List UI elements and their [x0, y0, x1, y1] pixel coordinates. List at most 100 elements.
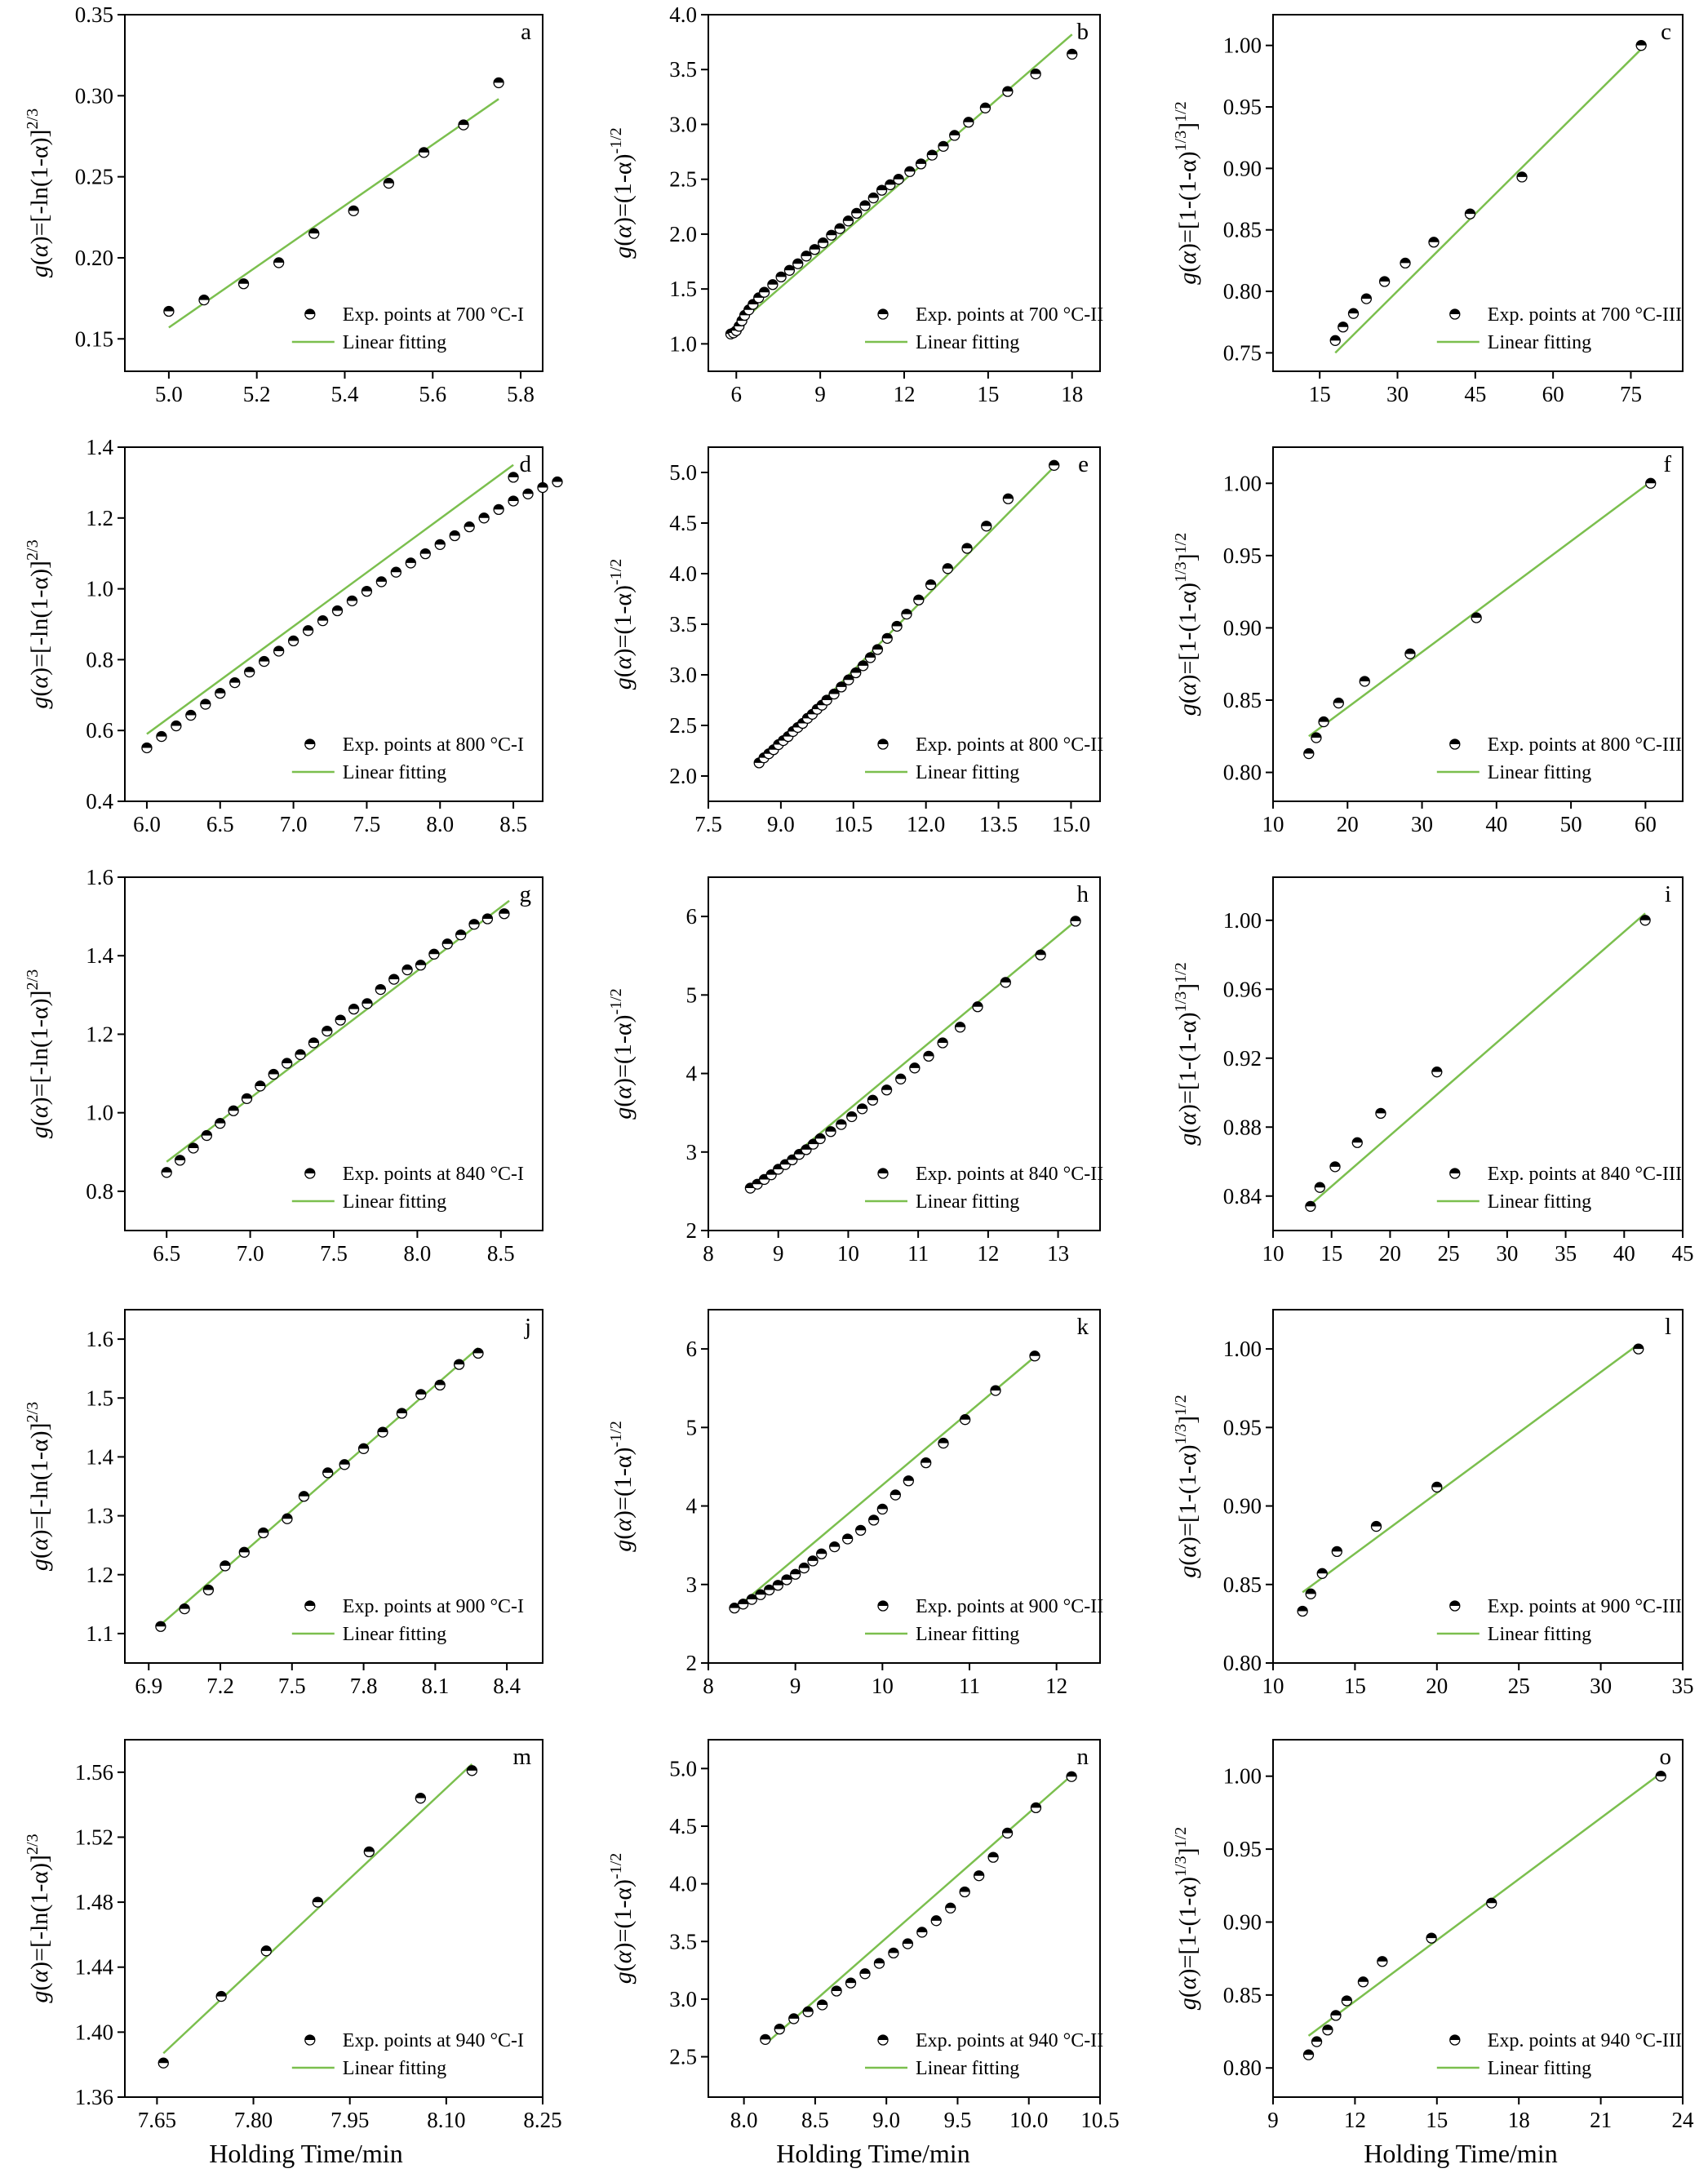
data-point	[790, 1568, 801, 1580]
y-tick-label: 1.4	[86, 943, 113, 968]
y-tick-label: 0.95	[1223, 1837, 1262, 1861]
y-tick-label: 2.0	[669, 222, 697, 246]
data-point	[390, 566, 402, 578]
data-point	[1655, 1771, 1666, 1782]
y-tick-label: 0.80	[1223, 1651, 1262, 1675]
data-point	[1318, 716, 1329, 728]
data-point	[772, 1580, 783, 1591]
data-point	[816, 1999, 828, 2011]
data-point	[856, 1103, 868, 1115]
data-point	[362, 998, 373, 1009]
y-axis-title: g(α)=[1-(1-α)1/3]1/2	[1172, 962, 1201, 1145]
legend-points-label: Exp. points at 900 °C-II	[916, 1596, 1103, 1617]
x-tick-label: 8	[703, 1674, 714, 1698]
data-point	[876, 184, 888, 196]
legend-points-label: Exp. points at 900 °C-I	[343, 1596, 524, 1617]
y-tick-label: 3	[686, 1572, 698, 1597]
x-tick-label: 8.5	[487, 1241, 515, 1266]
data-point	[938, 1437, 949, 1449]
x-tick-label: 9.0	[872, 2108, 900, 2132]
data-point	[959, 1886, 970, 1898]
data-point	[453, 1359, 465, 1370]
data-point	[787, 1154, 798, 1166]
y-tick-label: 1.2	[86, 1022, 113, 1046]
data-point	[401, 964, 413, 976]
panel-letter: k	[1077, 1314, 1089, 1340]
linear-fit-line	[146, 463, 514, 735]
legend-line-label: Linear fitting	[1488, 762, 1591, 783]
y-tick-label: 0.15	[75, 326, 113, 351]
y-axis-title: g(α)=(1-α)-1/2	[607, 1853, 637, 1985]
data-point	[1428, 237, 1440, 248]
data-point	[781, 1574, 792, 1585]
panel-letter: b	[1077, 19, 1089, 45]
x-tick-label: 8.5	[499, 812, 527, 836]
x-tick-label: 8.5	[801, 2108, 829, 2132]
linear-fit-line	[1308, 481, 1652, 738]
data-point	[1329, 335, 1341, 346]
data-point	[1035, 949, 1046, 960]
data-point	[783, 264, 796, 276]
legend-point-marker	[877, 1168, 889, 1179]
data-point	[972, 1001, 983, 1013]
y-tick-label: 0.92	[1223, 1046, 1262, 1071]
data-point	[802, 2006, 814, 2018]
data-point	[1030, 1802, 1042, 1814]
x-tick-label: 12	[894, 382, 916, 406]
y-axis-title: g(α)=[1-(1-α)1/3]1/2	[1172, 1395, 1201, 1577]
data-point	[1378, 276, 1391, 287]
y-tick-label: 1.00	[1223, 908, 1262, 933]
data-point	[758, 286, 770, 298]
data-point	[441, 938, 453, 950]
x-tick-label: 18	[1061, 382, 1083, 406]
x-tick-label: 30	[1496, 1241, 1518, 1266]
data-point	[773, 1164, 784, 1175]
data-point	[816, 699, 827, 711]
data-point	[202, 1584, 215, 1596]
y-tick-label: 1.40	[75, 2020, 113, 2044]
data-point	[1370, 1520, 1382, 1532]
data-point	[434, 1379, 446, 1391]
data-point	[1002, 493, 1014, 504]
legend-point-marker	[1449, 1600, 1461, 1612]
legend-point-marker	[304, 738, 316, 750]
data-point	[1297, 1605, 1308, 1617]
plot-frame	[708, 876, 1101, 1231]
data-point	[842, 1533, 854, 1545]
y-tick-label: 1.5	[669, 277, 697, 301]
plot-frame	[124, 14, 543, 372]
x-tick-label: 15	[1344, 1674, 1366, 1698]
y-tick-label: 1.6	[86, 1327, 113, 1351]
data-point	[881, 632, 893, 645]
data-point	[1341, 1995, 1353, 2007]
data-point	[829, 1541, 841, 1553]
data-point	[322, 1025, 333, 1037]
legend-points-label: Exp. points at 940 °C-III	[1488, 2030, 1682, 2051]
panel-letter: j	[524, 1314, 531, 1340]
panel-letter: d	[520, 451, 532, 477]
y-tick-label: 3.0	[669, 663, 697, 687]
data-point	[885, 179, 896, 191]
y-tick-label: 0.20	[75, 246, 113, 270]
y-tick-label: 0.90	[1223, 1909, 1262, 1934]
data-point	[954, 1022, 966, 1033]
y-tick-label: 1.44	[75, 1955, 114, 1980]
legend-point-marker	[1449, 738, 1461, 750]
x-tick-label: 21	[1590, 2108, 1612, 2132]
y-tick-label: 4.0	[669, 561, 697, 586]
data-point	[499, 908, 510, 920]
plot-frame	[1272, 14, 1684, 372]
data-point	[1351, 1137, 1363, 1148]
y-tick-label: 4	[686, 1494, 698, 1519]
x-tick-label: 75	[1620, 382, 1642, 406]
y-axis-title: g(α)=[-ln(1-α)]2/3	[24, 969, 53, 1138]
data-point	[836, 1119, 847, 1130]
legend-point-marker	[877, 738, 889, 750]
panel-letter: g	[520, 881, 532, 907]
x-tick-label: 15.0	[1052, 812, 1090, 836]
data-point	[807, 1555, 819, 1567]
panel-g: 6.5 7.0 7.5 8.0 8.5 0.8 1.0 1.2 1.4 1.6 g Exp. poin…	[24, 865, 543, 1266]
linear-fit-line	[734, 1355, 1036, 1611]
data-point	[1316, 1568, 1328, 1579]
data-point	[155, 1621, 166, 1632]
